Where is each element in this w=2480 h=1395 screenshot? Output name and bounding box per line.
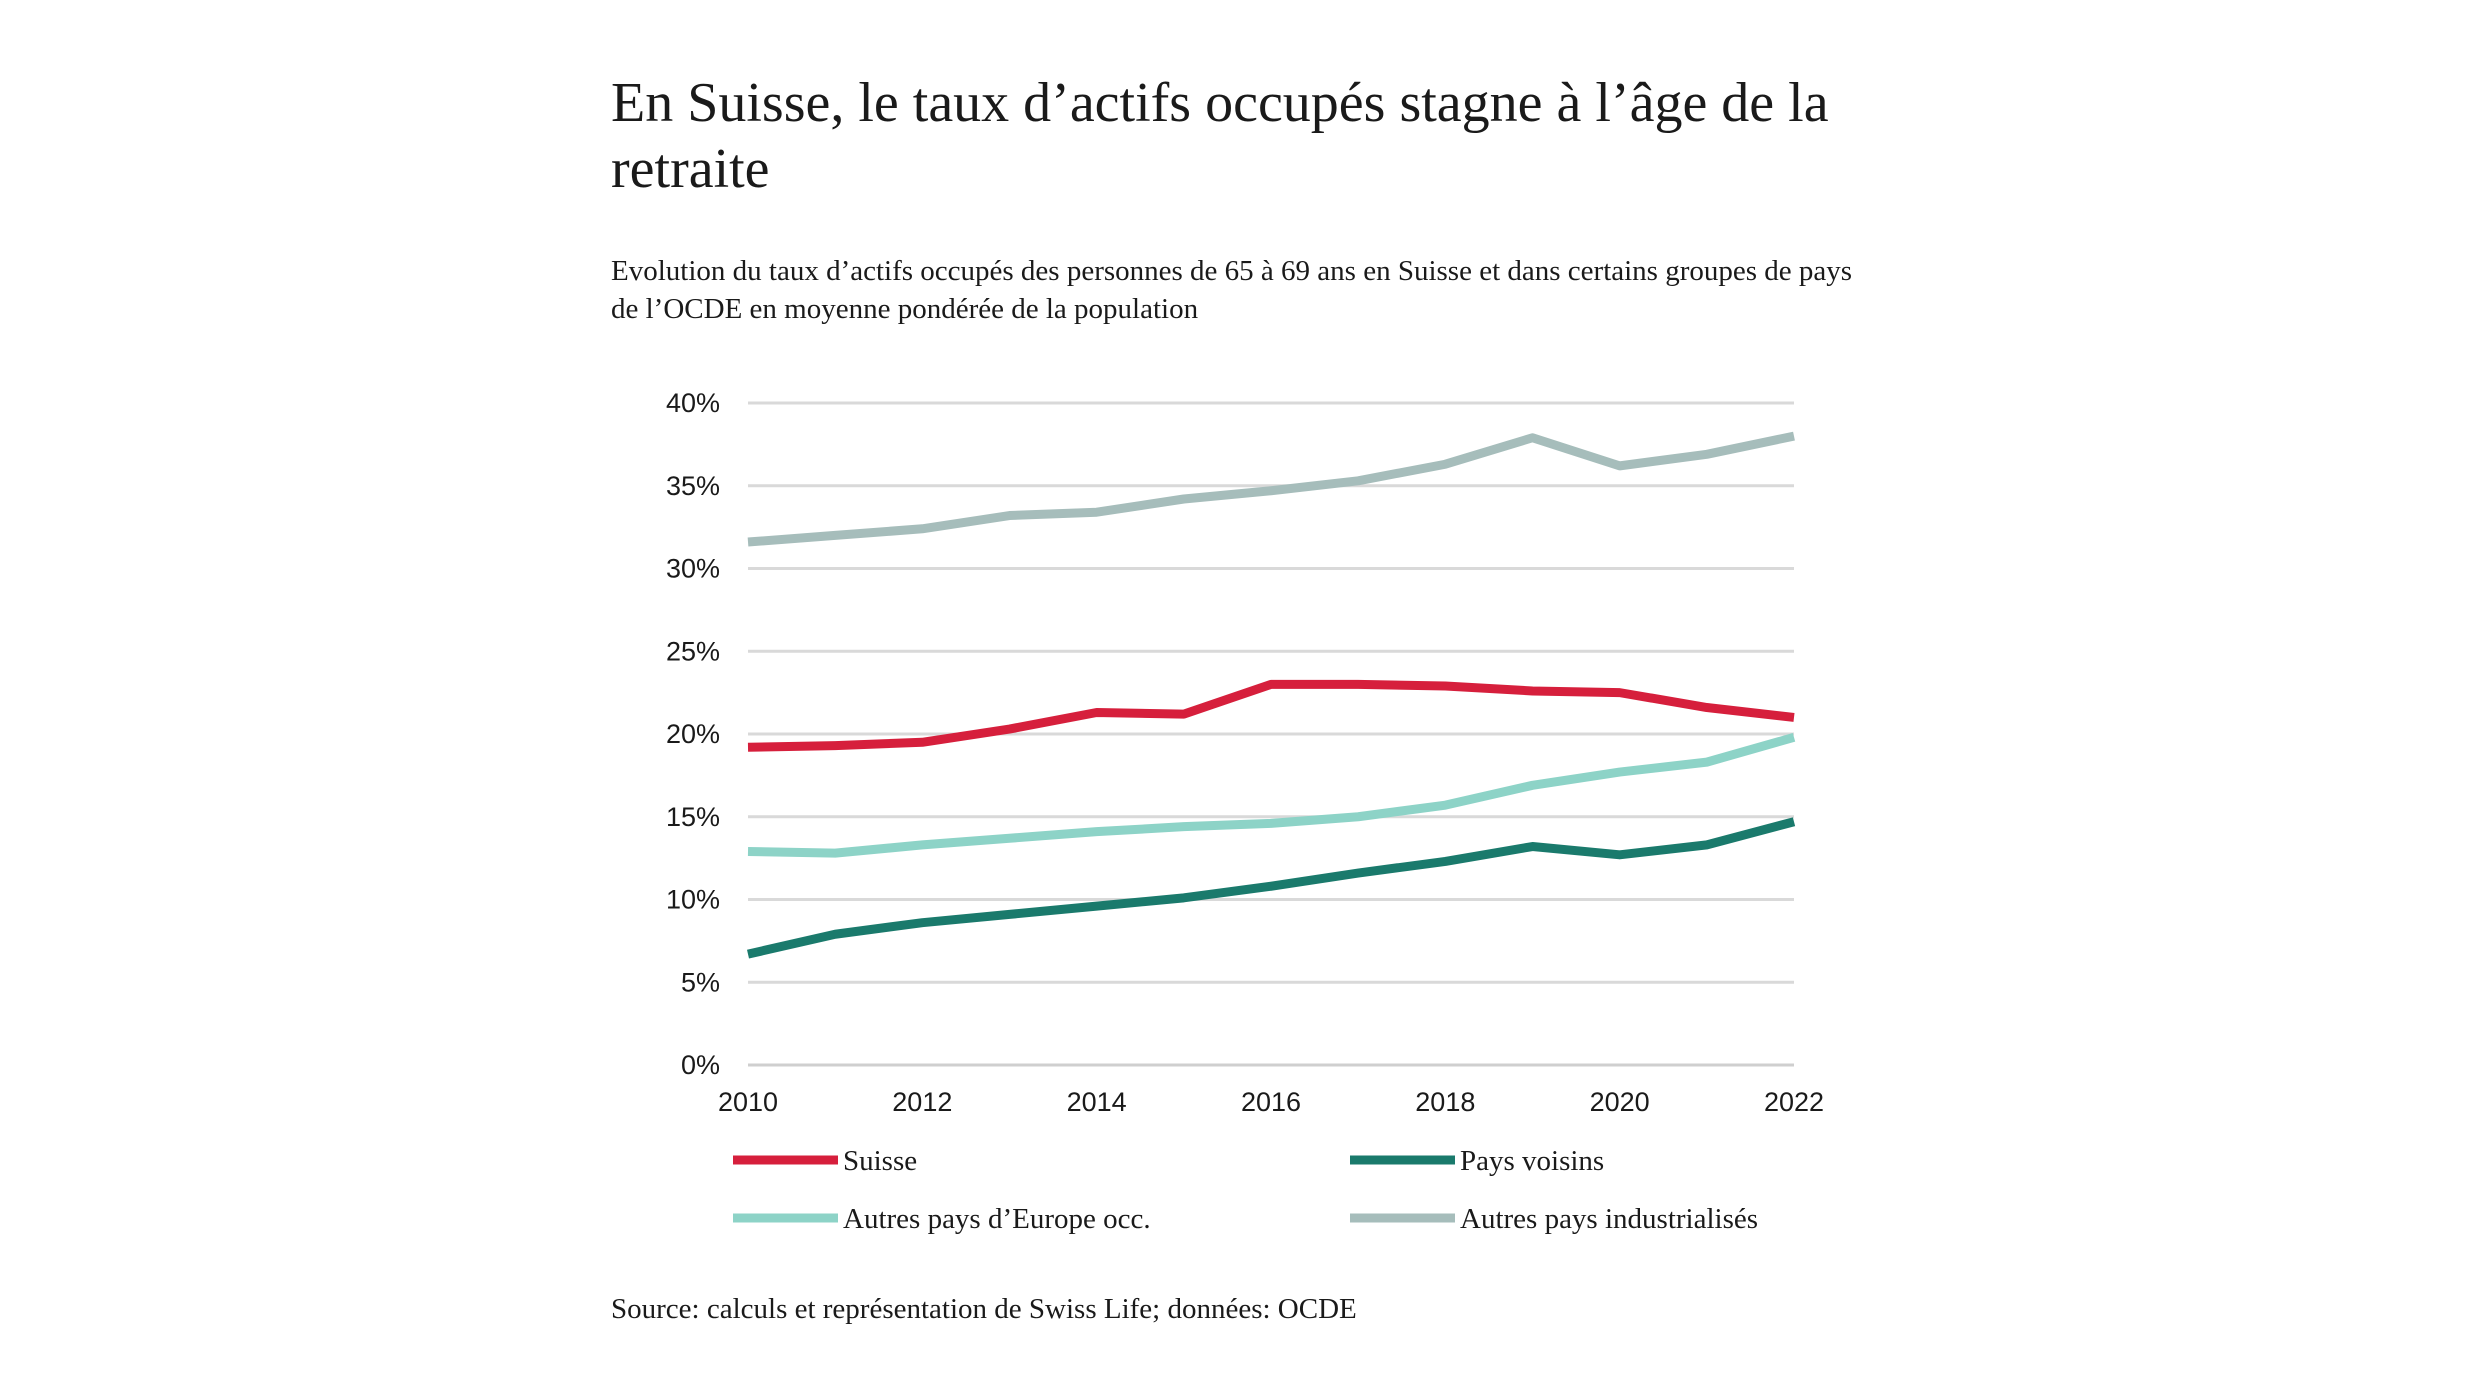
y-tick-label: 40% bbox=[666, 388, 720, 418]
chart-title: En Suisse, le taux d’actifs occupés stag… bbox=[611, 72, 1829, 200]
axis-labels: 0% 5% 10% 15% 20% 25% 30% 35% 40% 2010 2012 2014 201… bbox=[666, 388, 1824, 1117]
x-tick-label: 2014 bbox=[1067, 1087, 1127, 1117]
y-tick-label: 20% bbox=[666, 719, 720, 749]
legend-label: Autres pays d’Europe occ. bbox=[843, 1203, 1151, 1235]
gridlines bbox=[748, 401, 1794, 1067]
x-tick-label: 2022 bbox=[1764, 1087, 1824, 1117]
legend-label: Autres pays industrialisés bbox=[1460, 1203, 1758, 1235]
chart-subtitle: Evolution du taux d’actifs occupés des p… bbox=[611, 255, 1853, 325]
legend: Suisse Pays voisins Autres pays d’Europe o… bbox=[733, 1145, 1758, 1235]
x-tick-label: 2020 bbox=[1590, 1087, 1650, 1117]
x-tick-label: 2018 bbox=[1415, 1087, 1475, 1117]
x-tick-label: 2010 bbox=[718, 1087, 778, 1117]
series-line-1 bbox=[747, 679, 1795, 752]
legend-label: Pays voisins bbox=[1460, 1145, 1604, 1177]
x-tick-label: 2012 bbox=[892, 1087, 952, 1117]
series-lines bbox=[747, 431, 1796, 959]
series-line-2 bbox=[747, 817, 1796, 959]
y-tick-label: 10% bbox=[666, 885, 720, 915]
y-tick-label: 15% bbox=[666, 802, 720, 832]
x-tick-label: 2016 bbox=[1241, 1087, 1301, 1117]
source-note: Source: calculs et représentation de Swi… bbox=[611, 1293, 1357, 1325]
series-line-4 bbox=[747, 431, 1795, 547]
y-tick-label: 0% bbox=[681, 1050, 720, 1080]
y-tick-label: 35% bbox=[666, 471, 720, 501]
legend-label: Suisse bbox=[843, 1145, 917, 1177]
y-tick-label: 30% bbox=[666, 554, 720, 584]
series-line-3 bbox=[747, 732, 1796, 858]
y-tick-label: 5% bbox=[681, 967, 720, 997]
y-tick-label: 25% bbox=[666, 636, 720, 666]
